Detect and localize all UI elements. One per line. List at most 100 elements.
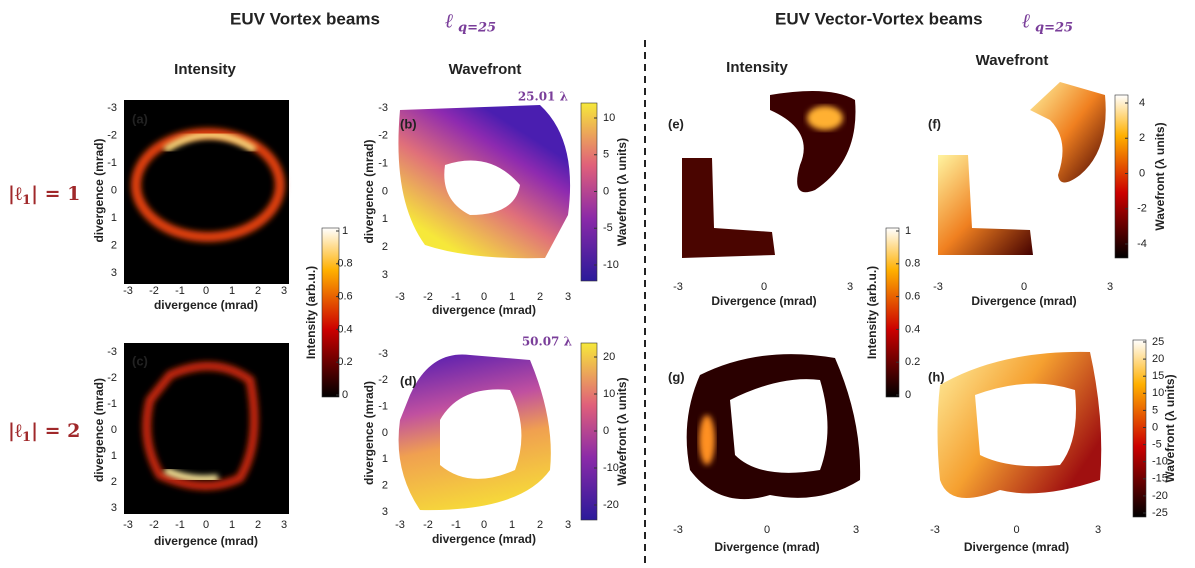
x-tick-label: -3 [123,519,133,531]
y-tick-label: -1 [107,398,117,410]
row-text: |ℓ [8,420,22,442]
colorbar-label: Intensity (arb.u.) [304,266,318,359]
y-tick-label: 1 [111,212,117,224]
x-tick-label: 0 [481,291,487,303]
colorbar-tick-label: 0 [1152,421,1158,433]
y-tick-label: 3 [111,502,117,514]
colorbar-tick-label: 2 [1139,132,1145,144]
hotspot [807,106,843,130]
colorbar-tick-label: -25 [1152,507,1168,519]
x-tick-label: 3 [853,524,859,536]
x-tick-label: 3 [281,519,287,531]
row-text: |ℓ [8,183,22,205]
colorbar-label: Wavefront (λ units) [615,377,629,485]
row-rest: | = 2 [31,420,80,442]
y-tick-label: -3 [378,348,388,360]
x-tick-label: 3 [565,519,571,531]
x-tick-label: 0 [203,519,209,531]
y-tick-label: 0 [111,184,117,196]
colorbar-tick-label: 5 [1152,404,1158,416]
colorbar-tick-label: -5 [1152,439,1162,451]
image-a [124,100,289,284]
colorbar-tick-label: -20 [603,499,619,511]
section-sub: q=25 [458,21,496,36]
y-axis-label: divergence (mrad) [362,381,376,485]
y-tick-label: -3 [378,102,388,114]
x-tick-label: 0 [1021,281,1027,293]
colorbar-tick-label: 0.2 [905,356,920,368]
colorbar-tick-label: 5 [603,149,609,161]
x-tick-label: -3 [395,291,405,303]
colorbar-tick-label: 1 [342,225,348,237]
x-axis-label: Divergence (mrad) [714,540,819,554]
y-tick-label: 2 [382,241,388,253]
y-tick-label: -1 [107,157,117,169]
figure: EUV Vortex beams ℓ q=25 EUV Vector-Vorte… [0,0,1195,563]
x-tick-label: 3 [565,291,571,303]
colorbar-tick-label: 0.6 [905,291,920,303]
column-header: Intensity [174,61,236,78]
x-tick-label: 1 [509,519,515,531]
column-header: Intensity [726,59,788,76]
x-tick-label: 2 [255,519,261,531]
colorbar-label: Wavefront (λ units) [1163,374,1177,482]
x-tick-label: 3 [847,281,853,293]
section-title: EUV Vector-Vortex beams [775,9,983,28]
x-tick-label: -3 [673,524,683,536]
x-axis-label: divergence (mrad) [432,303,536,317]
y-tick-label: -2 [378,130,388,142]
column-header: Wavefront [449,61,522,78]
x-tick-label: -3 [673,281,683,293]
x-tick-label: -1 [451,291,461,303]
y-tick-label: 1 [382,453,388,465]
x-tick-label: 3 [1107,281,1113,293]
colorbar-tick-label: 0 [603,425,609,437]
y-tick-label: 0 [382,427,388,439]
x-axis-label: divergence (mrad) [154,534,258,548]
x-tick-label: 1 [229,285,235,297]
y-tick-label: 2 [382,480,388,492]
wavefront-d [399,355,551,511]
y-tick-label: -2 [107,372,117,384]
x-axis-label: Divergence (mrad) [971,294,1076,308]
row-rest: | = 1 [31,183,80,205]
x-tick-label: 0 [761,281,767,293]
annotation: 25.01 λ [518,90,568,104]
intensity-e [770,91,856,192]
section-sub: q=25 [1035,21,1073,36]
y-tick-label: -1 [378,158,388,170]
wavefront-f [938,155,1033,255]
y-tick-label: -3 [107,346,117,358]
x-tick-label: 2 [255,285,261,297]
x-tick-label: 0 [1013,524,1019,536]
x-tick-label: -2 [423,519,433,531]
section-title: EUV Vortex beams [230,9,380,28]
x-tick-label: 1 [229,519,235,531]
colorbar [1133,340,1146,517]
panel-label: (c) [132,353,148,368]
x-tick-label: 3 [281,285,287,297]
colorbar-tick-label: 20 [1152,353,1164,365]
colorbar-tick-label: 0.8 [905,258,920,270]
y-tick-label: 0 [111,424,117,436]
y-axis-label: divergence (mrad) [362,139,376,243]
x-tick-label: -1 [175,519,185,531]
colorbar-tick-label: 0.6 [337,291,352,303]
colorbar-tick-label: 0 [603,185,609,197]
colorbar-tick-label: 0.2 [337,356,352,368]
x-tick-label: -3 [395,519,405,531]
y-tick-label: -1 [378,401,388,413]
y-tick-label: 2 [111,476,117,488]
x-tick-label: -1 [451,519,461,531]
hotspot [699,415,715,465]
x-tick-label: 0 [764,524,770,536]
x-tick-label: -2 [423,291,433,303]
row-sub: 1 [22,193,31,208]
y-tick-label: 1 [382,213,388,225]
colorbar-tick-label: -2 [1137,203,1147,215]
colorbar-tick-label: 10 [603,112,615,124]
x-tick-label: -3 [930,524,940,536]
x-tick-label: 3 [1095,524,1101,536]
colorbar-tick-label: -5 [603,222,613,234]
colorbar-tick-label: 10 [603,388,615,400]
